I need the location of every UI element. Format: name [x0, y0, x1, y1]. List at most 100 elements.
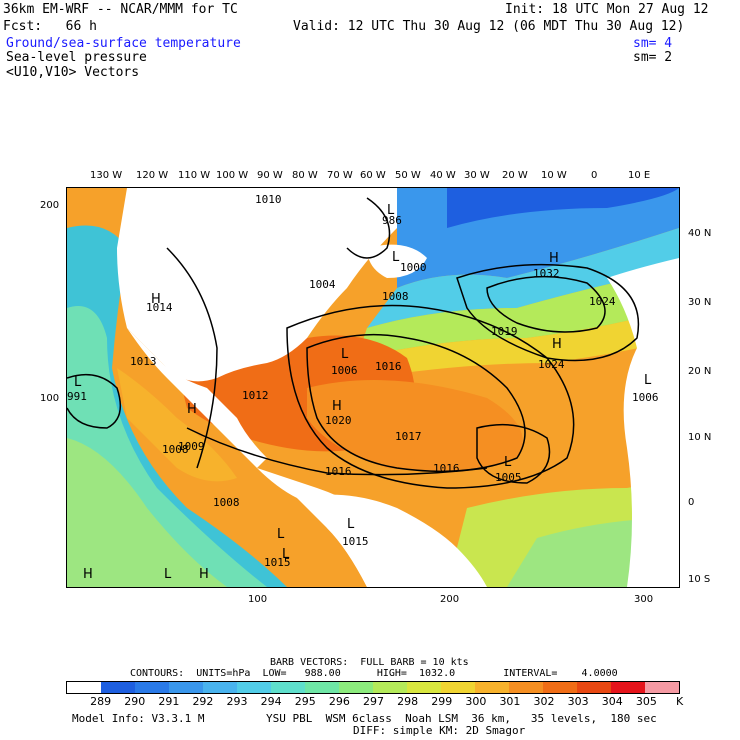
- legend-swatch: [373, 682, 407, 693]
- legend-swatch: [135, 682, 169, 693]
- lon-label: 40 W: [430, 170, 456, 181]
- isobar-label: 1015: [342, 535, 369, 548]
- isobar-label: 1009: [178, 440, 205, 453]
- barb-vectors-info: BARB VECTORS: FULL BARB = 10 kts: [270, 657, 469, 668]
- legend-value: 289: [90, 695, 112, 708]
- isobar-label: 1006: [632, 391, 659, 404]
- north-america-land: [117, 188, 397, 382]
- pacific-green-water: [67, 438, 227, 587]
- grid-x-label: 100: [248, 594, 268, 605]
- isobar-label: 1015: [264, 556, 291, 569]
- lon-label: 20 W: [502, 170, 528, 181]
- legend-value: 299: [431, 695, 453, 708]
- legend-value: 294: [260, 695, 282, 708]
- lat-label: 40 N: [688, 228, 712, 239]
- isobar-label: 1024: [589, 295, 616, 308]
- diffusion-options: DIFF: simple KM: 2D Smagor: [353, 724, 526, 737]
- legend-swatch: [101, 682, 135, 693]
- lon-label: 10 W: [541, 170, 567, 181]
- legend-value: 304: [601, 695, 623, 708]
- legend-swatch: [509, 682, 543, 693]
- pressure-center-symbol: L: [347, 517, 355, 532]
- legend-swatch: [237, 682, 271, 693]
- lon-label: 10 E: [628, 170, 651, 181]
- isobar-label: 991: [67, 390, 87, 403]
- lat-label: 10 S: [688, 574, 711, 585]
- grid-x-label: 200: [440, 594, 460, 605]
- isobar-label: 1000: [400, 261, 427, 274]
- legend-value: 297: [363, 695, 384, 708]
- field-slp-label: Sea-level pressure: [6, 50, 147, 65]
- forecast-hour: Fcst: 66 h: [3, 19, 97, 34]
- legend-value: 295: [294, 695, 316, 708]
- isobar-label: 1014: [146, 301, 173, 314]
- legend-value: 301: [499, 695, 521, 708]
- field-sst-label: Ground/sea-surface temperature: [6, 36, 241, 51]
- isobar-label: 1008: [382, 290, 409, 303]
- isobar-label: 1016: [325, 465, 352, 478]
- lon-label: 100 W: [216, 170, 249, 181]
- lon-label: 70 W: [327, 170, 353, 181]
- grid-y-label: 200: [40, 200, 60, 211]
- isobar-label: 1008: [213, 496, 240, 509]
- isobar-label: 1010: [255, 193, 282, 206]
- pressure-center-symbol: H: [552, 337, 562, 352]
- isobar-label: 1016: [375, 360, 402, 373]
- model-info: Model Info: V3.3.1 M: [72, 712, 205, 725]
- pressure-center-symbol: H: [187, 402, 197, 417]
- field-slp-smoothing: sm= 2: [633, 50, 673, 65]
- pressure-center-symbol: H: [549, 251, 559, 266]
- contours-info: CONTOURS: UNITS=hPa LOW= 988.00 HIGH= 10…: [130, 668, 618, 679]
- legend-swatch: [407, 682, 441, 693]
- lon-label: 90 W: [257, 170, 283, 181]
- isobar-label: 1016: [433, 462, 460, 475]
- lon-label: 60 W: [360, 170, 386, 181]
- isobar-label: 1004: [309, 278, 336, 291]
- field-vector-label: <U10,V10> Vectors: [6, 65, 140, 80]
- legend-unit: K: [676, 695, 684, 708]
- init-time: Init: 18 UTC Mon 27 Aug 12: [505, 2, 709, 17]
- lat-label: 10 N: [688, 432, 712, 443]
- legend-swatch: [339, 682, 373, 693]
- model-title: 36km EM-WRF -- NCAR/MMM for TC: [3, 2, 238, 17]
- legend-swatch: [441, 682, 475, 693]
- legend-swatch: [203, 682, 237, 693]
- isobars: [67, 197, 640, 489]
- grid-x-label: 300: [634, 594, 654, 605]
- grid-y-label: 100: [40, 393, 60, 404]
- legend-value: 296: [328, 695, 350, 708]
- isobar-label: 1006: [331, 364, 358, 377]
- pressure-center-symbol: L: [277, 527, 285, 542]
- pressure-center-symbol: L: [644, 373, 652, 388]
- legend-value: 303: [567, 695, 589, 708]
- lat-label: 0: [688, 497, 695, 508]
- lon-label: 120 W: [136, 170, 169, 181]
- pressure-center-symbol: L: [387, 203, 395, 218]
- pressure-center-symbol: L: [74, 375, 82, 390]
- legend-swatch: [611, 682, 645, 693]
- legend-value: 290: [124, 695, 146, 708]
- weather-map: 1010 986 1000 1004 1008 1032 1014 1024 1…: [66, 187, 680, 588]
- pressure-center-symbol: H: [83, 567, 93, 582]
- lat-label: 20 N: [688, 366, 712, 377]
- isobar-label: 1024: [538, 358, 565, 371]
- pressure-center-symbol: L: [341, 347, 349, 362]
- legend-swatch: [645, 682, 679, 693]
- lon-label: 50 W: [395, 170, 421, 181]
- isobar-label: 1032: [533, 267, 560, 280]
- africa-europe-land: [607, 258, 679, 587]
- isobar-label: 1005: [495, 471, 522, 484]
- isobar-label: 1019: [491, 325, 518, 338]
- lon-label: 130 W: [90, 170, 123, 181]
- legend-value: 305: [635, 695, 657, 708]
- map-canvas: 1010 986 1000 1004 1008 1032 1014 1024 1…: [67, 188, 679, 587]
- legend-value: 293: [226, 695, 248, 708]
- pressure-center-symbol: L: [282, 547, 290, 562]
- physics-options: YSU PBL WSM 6class Noah LSM 36 km, 35 le…: [266, 712, 657, 725]
- lat-label: 30 N: [688, 297, 712, 308]
- legend-value: 298: [397, 695, 419, 708]
- isobar-label: 986: [382, 214, 402, 227]
- temperature-color-legend: [66, 681, 680, 694]
- legend-value: 291: [158, 695, 180, 708]
- pressure-center-symbol: L: [504, 455, 512, 470]
